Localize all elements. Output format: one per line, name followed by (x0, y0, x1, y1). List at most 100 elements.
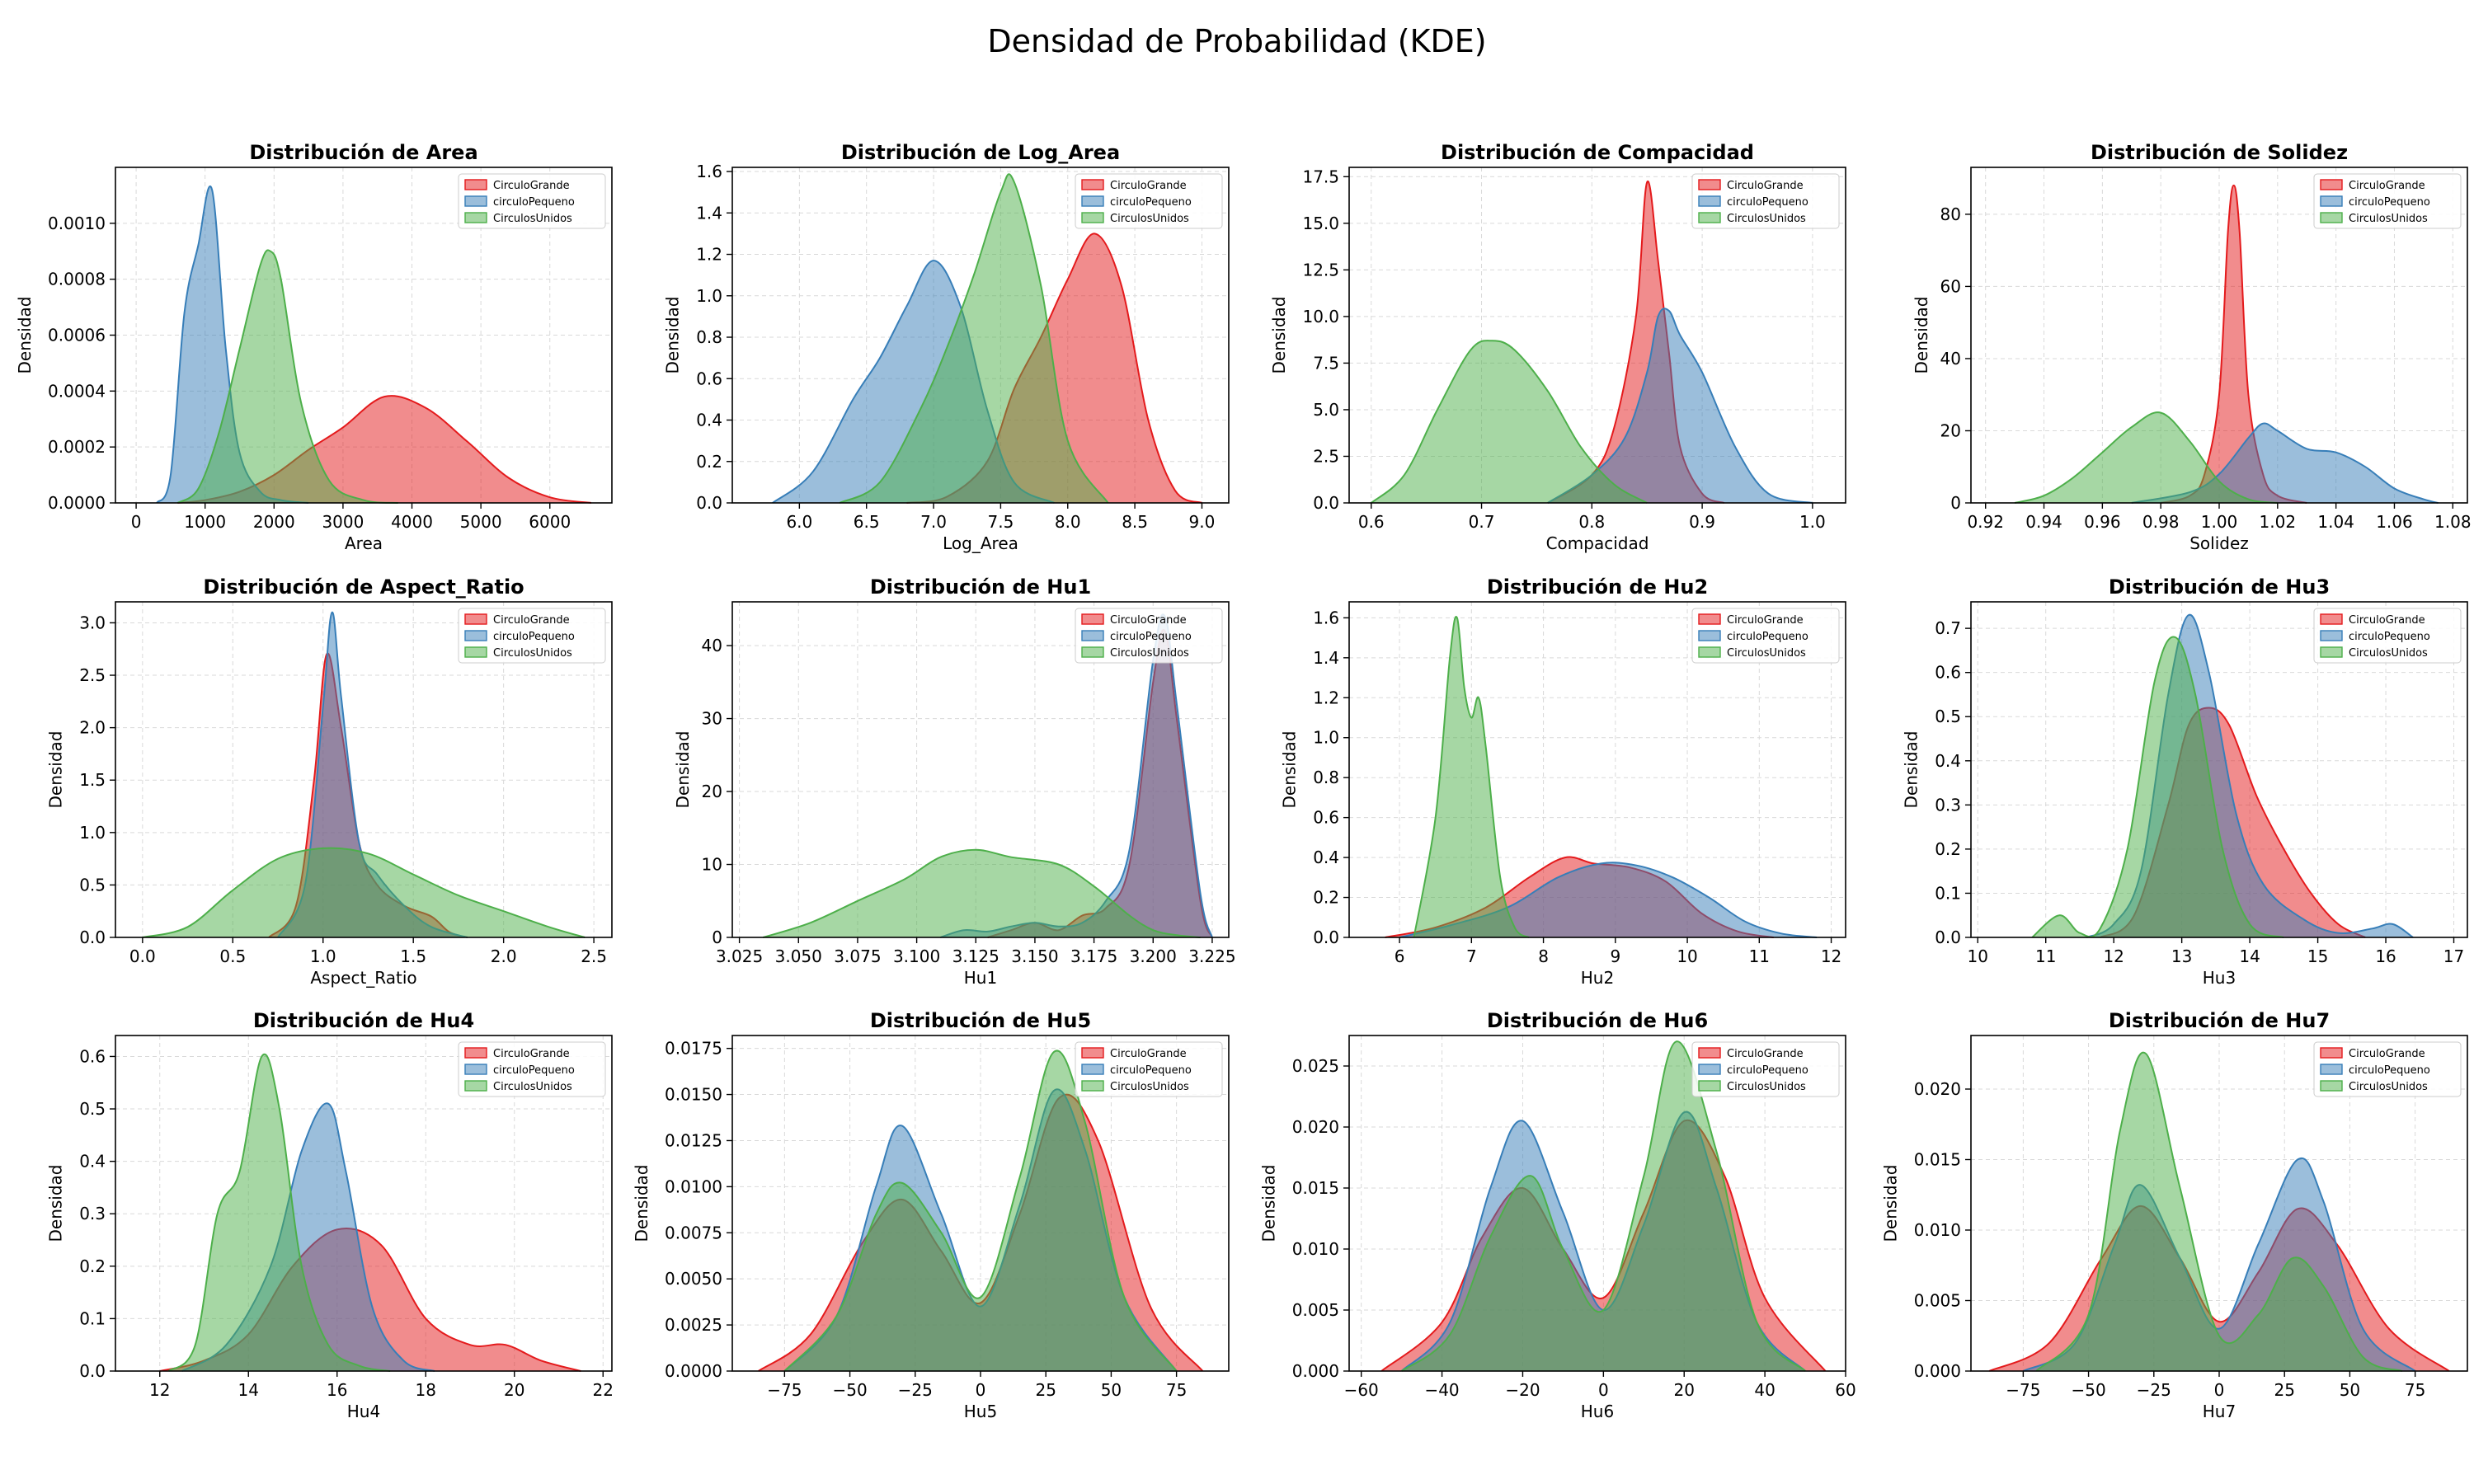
legend-swatch-CirculosUnidos (1698, 212, 1721, 223)
x-axis-label: Hu2 (1581, 968, 1614, 988)
legend: CirculoGrande circuloPequeno CirculosUnido… (458, 1041, 606, 1097)
x-tick-label: 11 (2035, 946, 2056, 966)
x-axis-label: Hu7 (2203, 1402, 2236, 1421)
x-tick-label: 15 (2307, 946, 2328, 966)
legend-swatch-CirculoGrande (1081, 613, 1104, 625)
kde-line-CirculosUnidos (1400, 1040, 1806, 1372)
y-axis-label: Densidad (1280, 730, 1300, 808)
legend-swatch-circuloPequeno (2320, 1064, 2343, 1075)
x-tick-label: 9 (1610, 946, 1620, 966)
legend-box (2313, 173, 2462, 229)
x-tick-label: 0.9 (1689, 512, 1715, 532)
kde-area-CirculosUnidos (840, 174, 1108, 503)
legend-label-CirculoGrande: CirculoGrande (493, 614, 570, 627)
kde-area-CirculoGrande (1547, 181, 1724, 503)
x-tick-label: 75 (2405, 1380, 2425, 1400)
subplot-1: 0 1000 2000 3000 4000 5000 6000 0.0000 0.0002 0.0… (15, 141, 613, 553)
x-tick-label: 75 (1166, 1380, 1187, 1400)
y-tick-label: 0.015 (1292, 1178, 1339, 1198)
legend-label-CirculosUnidos: CirculosUnidos (493, 647, 572, 660)
y-tick-label: 2.5 (79, 665, 106, 685)
x-tick-label: 1.02 (2260, 512, 2297, 532)
x-tick-label: −60 (1344, 1380, 1379, 1400)
legend-swatch-CirculoGrande (464, 1047, 487, 1059)
legend-label-CirculoGrande: CirculoGrande (1110, 614, 1187, 627)
axes-frame (1348, 601, 1846, 938)
y-tick-label: 0.0004 (48, 381, 106, 401)
x-tick-label: 40 (1754, 1380, 1775, 1400)
x-tick-label: 9.0 (1189, 512, 1216, 532)
y-tick-label: 0.0150 (665, 1085, 722, 1105)
x-tick-label: 0 (976, 1380, 986, 1400)
kde-area-CirculosUnidos (1401, 1041, 1806, 1371)
y-tick-label: 2.5 (1313, 446, 1339, 466)
kde-area-CirculosUnidos (168, 1054, 391, 1371)
subplot-9: 12 14 16 18 20 22 0.0 0.1 0.2 0.3 0.4 0.5 0.6 Distrib… (46, 1009, 614, 1421)
y-tick-label: 0.020 (1292, 1117, 1339, 1137)
y-tick-label: 3.0 (79, 613, 106, 632)
x-tick-label: 60 (1835, 1380, 1856, 1400)
kde-line-circuloPequeno (1547, 308, 1813, 504)
x-tick-label: 17 (2443, 946, 2464, 966)
subplot-11: −60 −40 −20 0 20 40 60 0.000 0.005 0.010 0.015 0.02… (1259, 1009, 1856, 1421)
subplot-title: Distribución de Log_Area (841, 141, 1120, 164)
legend-label-CirculosUnidos: CirculosUnidos (2349, 647, 2428, 660)
y-tick-label: 5.0 (1313, 400, 1339, 420)
axes-frame (1348, 1035, 1846, 1372)
x-axis-label: Hu3 (2203, 968, 2236, 988)
subplot-title: Distribución de Hu5 (870, 1009, 1091, 1032)
legend-swatch-circuloPequeno (464, 195, 487, 207)
legend-label-CirculoGrande: CirculoGrande (1727, 614, 1804, 627)
legend-swatch-CirculoGrande (1081, 1047, 1104, 1059)
kde-area-CirculosUnidos (2036, 1052, 2402, 1371)
x-tick-label: 16 (327, 1380, 347, 1400)
y-tick-label: 0.0 (1313, 493, 1339, 513)
y-tick-label: 0.5 (79, 875, 106, 895)
y-tick-label: 1.2 (1313, 688, 1339, 707)
y-tick-label: 0.4 (79, 1152, 106, 1172)
x-tick-label: −50 (832, 1380, 867, 1400)
kde-area-CirculosUnidos (2015, 412, 2278, 503)
y-tick-label: 0.0175 (665, 1039, 722, 1059)
x-tick-label: 3.025 (716, 946, 763, 966)
y-tick-label: 0.0 (696, 493, 722, 513)
legend: CirculoGrande circuloPequeno CirculosUnido… (1691, 173, 1840, 229)
x-tick-label: 5000 (460, 512, 502, 532)
legend-label-CirculoGrande: CirculoGrande (1727, 1048, 1804, 1060)
y-tick-label: 0.5 (1935, 707, 1961, 726)
legend-label-CirculoGrande: CirculoGrande (2349, 614, 2425, 627)
y-axis-label: Densidad (1912, 296, 1931, 373)
subplot-title: Distribución de Hu6 (1487, 1009, 1708, 1032)
x-tick-label: 0 (2214, 1380, 2225, 1400)
subplot-6: 3.025 3.050 3.075 3.100 3.125 3.150 3.175 3.200… (673, 575, 1236, 988)
x-tick-label: 8.5 (1122, 512, 1148, 532)
kde-area-CirculosUnidos (1371, 340, 1648, 503)
y-tick-label: 0.0000 (48, 493, 106, 513)
kde-area-CirculoGrande (2161, 185, 2307, 503)
x-tick-label: 6.5 (854, 512, 880, 532)
kde-area-CirculosUnidos (763, 849, 1201, 937)
y-tick-label: 1.0 (79, 823, 106, 843)
x-tick-label: 14 (2239, 946, 2260, 966)
legend-swatch-circuloPequeno (1698, 1064, 1721, 1075)
legend: CirculoGrande circuloPequeno CirculosUnido… (1075, 1041, 1223, 1097)
y-tick-label: 0.005 (1914, 1290, 1961, 1310)
x-tick-label: 3000 (322, 512, 364, 532)
x-tick-label: 1.08 (2434, 512, 2472, 532)
x-tick-label: 10 (1968, 946, 1988, 966)
y-tick-label: 0.2 (1935, 839, 1961, 859)
y-tick-label: 0.2 (696, 452, 722, 472)
y-tick-label: 0.5 (79, 1099, 106, 1119)
kde-area-circuloPequeno (181, 1103, 435, 1371)
x-tick-label: 12 (2103, 946, 2124, 966)
x-tick-label: 7.0 (920, 512, 947, 532)
x-tick-label: 1.06 (2376, 512, 2413, 532)
x-tick-label: 1.00 (2201, 512, 2238, 532)
legend-label-CirculosUnidos: CirculosUnidos (1110, 213, 1189, 225)
kde-area-circuloPequeno (157, 186, 309, 503)
legend-label-CirculoGrande: CirculoGrande (2349, 1048, 2425, 1060)
y-tick-label: 0.4 (1313, 848, 1339, 867)
x-axis-label: Hu6 (1581, 1402, 1614, 1421)
kde-line-CirculoGrande (1988, 1205, 2450, 1372)
x-tick-label: 3.125 (952, 946, 999, 966)
